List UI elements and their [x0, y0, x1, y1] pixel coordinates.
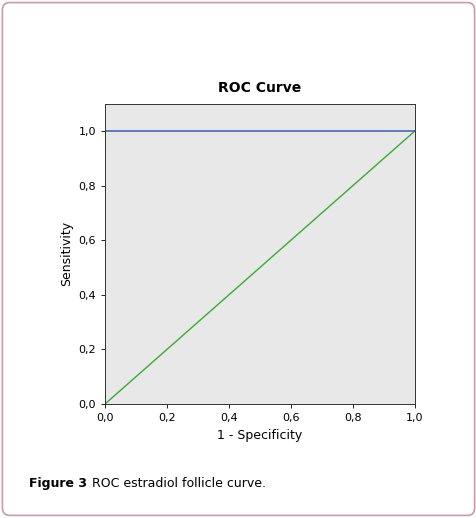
- Y-axis label: Sensitivity: Sensitivity: [60, 221, 72, 286]
- X-axis label: 1 - Specificity: 1 - Specificity: [217, 428, 302, 442]
- Title: ROC Curve: ROC Curve: [218, 81, 301, 95]
- Text: ROC estradiol follicle curve.: ROC estradiol follicle curve.: [88, 477, 266, 490]
- Text: Figure 3: Figure 3: [29, 477, 87, 490]
